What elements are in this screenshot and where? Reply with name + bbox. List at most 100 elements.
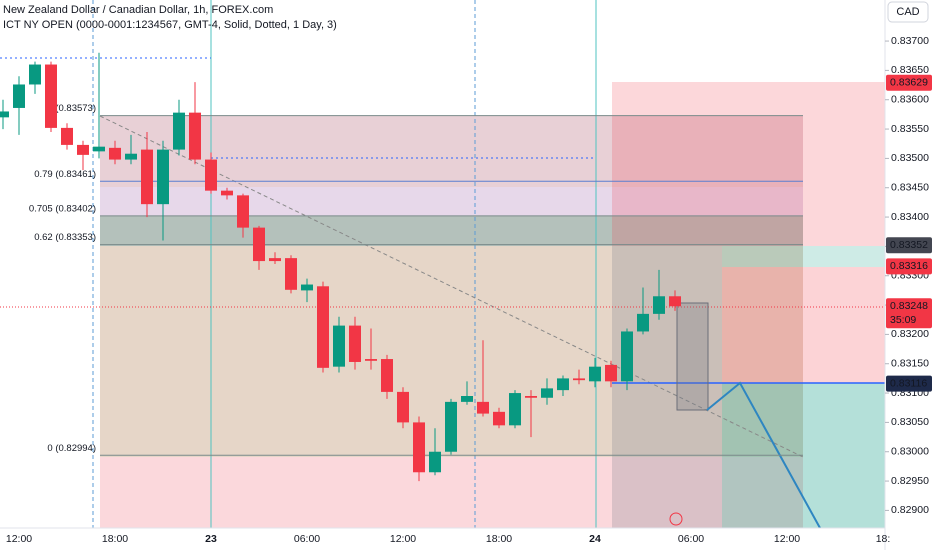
x-tick-label: 23 bbox=[205, 533, 217, 545]
fib-label: (0.83573) bbox=[55, 103, 96, 114]
y-tick-label: 0.82900 bbox=[891, 504, 929, 516]
x-tick-label: 18:00 bbox=[486, 533, 512, 545]
candle-body bbox=[13, 84, 25, 108]
fib-label: 0.79 (0.83461) bbox=[34, 169, 96, 180]
fib-label: 0.62 (0.83353) bbox=[34, 232, 96, 243]
y-tick-label: 0.83500 bbox=[891, 152, 929, 164]
x-tick-label: 06:00 bbox=[294, 533, 320, 545]
candle-body bbox=[637, 313, 649, 332]
price-label: 0.83116 bbox=[890, 377, 927, 389]
x-axis-bg bbox=[0, 528, 885, 550]
candle-body bbox=[125, 153, 137, 160]
candle-body bbox=[525, 396, 537, 398]
currency[interactable]: CAD bbox=[896, 6, 919, 18]
y-tick-label: 0.82950 bbox=[891, 475, 929, 487]
stop-zone bbox=[722, 267, 885, 383]
candle-body bbox=[365, 359, 377, 361]
x-tick-label: 24 bbox=[589, 533, 601, 545]
candle-body bbox=[589, 366, 601, 382]
candle-body bbox=[381, 359, 393, 392]
x-tick-label: 12:00 bbox=[6, 533, 32, 545]
candle-body bbox=[77, 144, 89, 155]
candle-body bbox=[269, 258, 281, 262]
y-tick-label: 0.83600 bbox=[891, 94, 929, 106]
candle-body bbox=[333, 325, 345, 367]
countdown: 35:09 bbox=[890, 314, 916, 326]
candle-body bbox=[557, 378, 569, 391]
candle-body bbox=[237, 195, 249, 228]
candle-body bbox=[285, 258, 297, 290]
y-tick-label: 0.83650 bbox=[891, 64, 929, 76]
y-tick-label: 0.83450 bbox=[891, 182, 929, 194]
candle-body bbox=[349, 325, 361, 362]
zone bbox=[100, 187, 803, 216]
candle-body bbox=[157, 149, 169, 205]
x-tick-label: 12:00 bbox=[774, 533, 800, 545]
axis: 0.829000.829500.830000.830500.831000.831… bbox=[6, 35, 932, 545]
candle-body bbox=[189, 112, 201, 160]
y-tick-label: 0.83550 bbox=[891, 123, 929, 135]
y-tick-label: 0.83050 bbox=[891, 416, 929, 428]
candle-body bbox=[221, 190, 233, 196]
candle-body bbox=[205, 159, 217, 191]
price-label: 0.83629 bbox=[890, 77, 928, 89]
candle-body bbox=[93, 146, 105, 152]
box bbox=[676, 302, 709, 411]
candle-body bbox=[61, 127, 73, 145]
fib-label: 0 (0.82994) bbox=[47, 443, 96, 454]
candle-body bbox=[605, 364, 617, 382]
candle-body bbox=[301, 284, 313, 291]
y-tick-label: 0.83000 bbox=[891, 446, 929, 458]
price-label-bg bbox=[886, 298, 932, 329]
y-tick-label: 0.83400 bbox=[891, 211, 929, 223]
candle-body bbox=[669, 296, 681, 307]
x-tick-label: 12:00 bbox=[390, 533, 416, 545]
fib-trend bbox=[99, 115, 804, 458]
candle-body bbox=[461, 396, 473, 402]
y-tick-label: 0.83200 bbox=[891, 328, 929, 340]
candle-body bbox=[477, 401, 489, 414]
y-tick-label: 0.83700 bbox=[891, 35, 929, 47]
candle-body bbox=[573, 378, 585, 381]
price-label-bg bbox=[886, 237, 932, 254]
x-tick-label: 06:00 bbox=[678, 533, 704, 545]
zone bbox=[100, 457, 803, 528]
zone bbox=[100, 116, 803, 187]
candle-body bbox=[653, 296, 665, 314]
x-tick-label: 18:00 bbox=[102, 533, 128, 545]
candle-body bbox=[509, 393, 521, 426]
y-axis-bg bbox=[885, 0, 932, 550]
chart-subtitle: ICT NY OPEN (0000-0001:1234567, GMT-4, S… bbox=[3, 19, 337, 31]
y-tick-label: 0.83150 bbox=[891, 358, 929, 370]
target-zone bbox=[612, 246, 722, 528]
chart-title: New Zealand Dollar / Canadian Dollar, 1h… bbox=[3, 4, 273, 16]
candle-body bbox=[429, 451, 441, 473]
candle-body bbox=[141, 149, 153, 205]
candle-body bbox=[397, 391, 409, 423]
target-zone bbox=[722, 246, 885, 267]
candle-body bbox=[541, 388, 553, 398]
candle-body bbox=[317, 286, 329, 368]
candle-body bbox=[621, 331, 633, 382]
candle-body bbox=[173, 112, 185, 150]
x-tick-label: 18: bbox=[876, 533, 891, 545]
candle-body bbox=[253, 227, 265, 262]
candle-body bbox=[445, 401, 457, 452]
candle-body bbox=[29, 64, 41, 85]
alert-icon[interactable] bbox=[669, 512, 683, 526]
stop-zone bbox=[612, 82, 885, 246]
candle-body bbox=[413, 422, 425, 473]
price-label: 0.83316 bbox=[890, 260, 928, 272]
price-label-bg bbox=[886, 375, 932, 392]
candle-body bbox=[0, 111, 9, 118]
currency-button[interactable] bbox=[887, 1, 929, 23]
price-label-bg bbox=[886, 258, 932, 275]
price-label: 0.83248 bbox=[890, 300, 928, 312]
price-label-bg bbox=[886, 74, 932, 91]
candle-body bbox=[493, 411, 505, 426]
projection bbox=[706, 381, 821, 529]
zone bbox=[100, 216, 803, 246]
price-label: 0.83352 bbox=[890, 239, 928, 251]
candle-body bbox=[45, 64, 57, 128]
candle-body bbox=[109, 147, 121, 160]
